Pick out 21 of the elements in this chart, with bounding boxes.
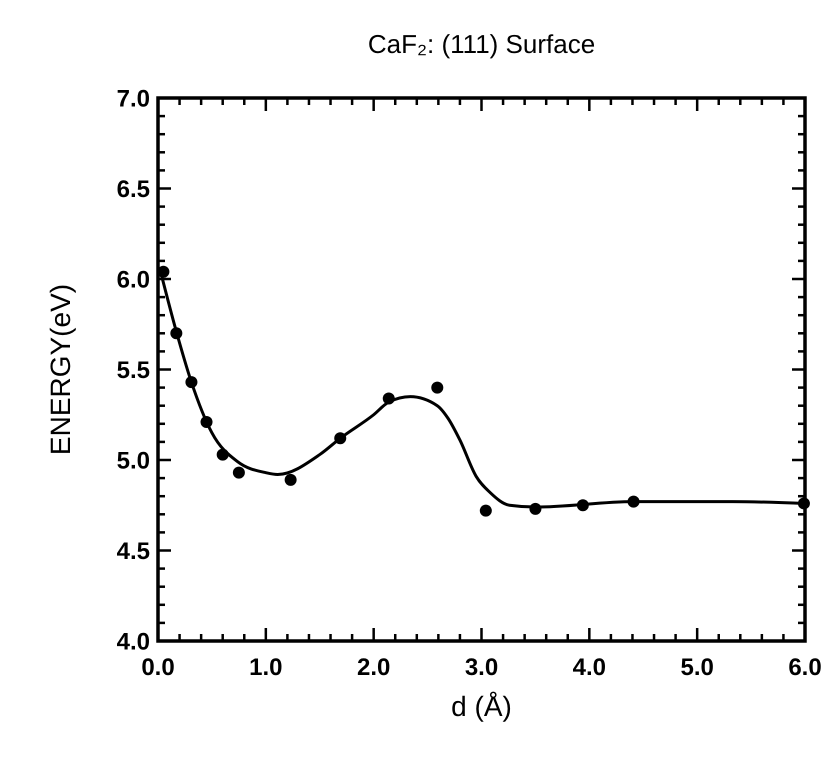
point xyxy=(431,382,444,394)
point xyxy=(232,466,245,479)
point xyxy=(284,474,297,486)
x-tick-label: 0.0 xyxy=(141,654,175,681)
x-tick-label: 4.0 xyxy=(572,654,606,681)
x-tick-label: 2.0 xyxy=(356,654,390,681)
y-tick-label: 4.0 xyxy=(116,628,150,656)
x-tick-label: 1.0 xyxy=(249,654,283,681)
x-tick-label: 3.0 xyxy=(464,654,498,681)
y-tick-label: 4.5 xyxy=(116,538,150,565)
x-axis-title: d (Å) xyxy=(451,691,512,722)
point xyxy=(480,504,492,517)
y-tick-label: 5.0 xyxy=(116,447,150,474)
y-tick-label: 6.5 xyxy=(116,176,150,203)
x-tick-label: 5.0 xyxy=(680,654,714,681)
y-tick-label: 6.0 xyxy=(116,266,150,294)
y-axis-title: ENERGY(eV) xyxy=(45,284,76,456)
y-tick-label: 7.0 xyxy=(116,85,150,112)
chart-title: CaF₂: (111) Surface xyxy=(368,29,596,59)
y-tick-label: 5.5 xyxy=(116,356,150,384)
x-tick-label: 6.0 xyxy=(788,654,822,681)
